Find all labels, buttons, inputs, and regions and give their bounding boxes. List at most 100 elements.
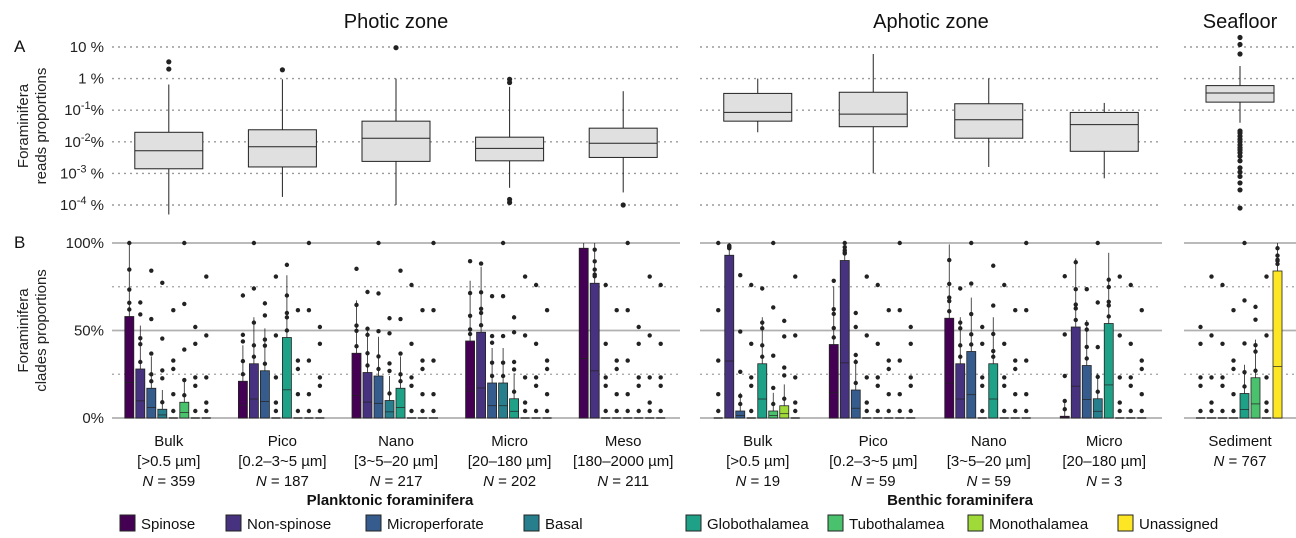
box-b-3-non-spinose xyxy=(476,331,487,419)
box-b-9-globothalamea xyxy=(1239,393,1250,419)
outlier-b-1-tubothalamea-0 xyxy=(295,408,301,414)
outlier-b-5-monothalamea-2 xyxy=(782,318,787,324)
legend: Planktonic foraminifera Benthic foraminif… xyxy=(119,492,1218,533)
outlier-b-1-non-spinose-4 xyxy=(251,240,257,246)
outlier-a-seafloor-sediment-18 xyxy=(1237,187,1243,193)
outlier-b-9-basal-1 xyxy=(1231,366,1236,372)
outlier-b-7-globothalamea-4 xyxy=(991,263,996,268)
outlier-b-5-monothalamea-3 xyxy=(782,373,787,378)
outlier-b-8-unassigned-2 xyxy=(1139,392,1144,397)
outlier-b-9-tubothalamea-0 xyxy=(1253,368,1258,373)
outlier-b-9-non-spinose-2 xyxy=(1209,375,1214,380)
legend-label-non-spinose: Non-spinose xyxy=(247,516,331,533)
outlier-b-9-basal-4 xyxy=(1231,308,1236,313)
outlier-b-1-tubothalamea-1 xyxy=(295,366,301,372)
outlier-b-6-globothalamea-0 xyxy=(875,408,880,414)
outlier-b-9-tubothalamea-3 xyxy=(1253,349,1258,354)
outlier-b-2-unassigned-1 xyxy=(431,392,436,397)
outlier-b-3-unassigned-0 xyxy=(544,408,550,414)
outlier-b-0-monothalamea-1 xyxy=(193,375,198,380)
zone-title-photic-zone: Photic zone xyxy=(344,11,449,33)
outlier-b-0-spinose-2 xyxy=(127,287,132,292)
box-b-4-spinose xyxy=(578,247,589,419)
outlier-b-8-spinose-3 xyxy=(1062,332,1067,337)
zone-titles: Photic zone Aphotic zone Seafloor xyxy=(344,11,1278,33)
outlier-b-3-monothalamea-2 xyxy=(533,341,539,346)
outlier-b-7-unassigned-2 xyxy=(1024,358,1029,363)
category-labels: Bulk [>0.5 µm] N = 359 Pico [0.2–3~5 µm] N = … xyxy=(137,433,1272,490)
outlier-b-9-tubothalamea-4 xyxy=(1253,317,1258,322)
box-b-0-basal xyxy=(157,408,168,419)
outlier-b-3-tubothalamea-0 xyxy=(522,408,528,414)
outlier-b-9-basal-3 xyxy=(1231,358,1236,363)
category-5-name: Bulk xyxy=(743,433,773,450)
outlier-b-1-microperforate-2 xyxy=(262,301,268,306)
box-a-photic-zone-nano xyxy=(361,120,431,162)
outlier-b-4-tubothalamea-0 xyxy=(636,408,641,414)
outlier-b-7-tubothalamea-1 xyxy=(1002,383,1007,388)
category-1-range: [0.2–3~5 µm] xyxy=(238,453,326,470)
outlier-b-1-spinose-3 xyxy=(240,332,246,338)
outlier-b-3-unassigned-3 xyxy=(544,358,550,363)
outlier-b-4-monothalamea-1 xyxy=(647,400,652,405)
box-b-2-spinose xyxy=(351,352,362,419)
outlier-b-9-spinose-4 xyxy=(1198,341,1203,346)
outlier-b-7-spinose-0 xyxy=(947,309,952,314)
outlier-b-6-globothalamea-4 xyxy=(875,375,880,380)
outlier-b-1-unassigned-3 xyxy=(317,383,323,388)
outlier-b-1-monothalamea-1 xyxy=(306,392,312,397)
outlier-b-2-monothalamea-2 xyxy=(420,392,425,397)
outlier-b-3-non-spinose-2 xyxy=(478,290,484,295)
outlier-b-4-globothalamea-3 xyxy=(625,308,630,313)
outlier-b-5-microperforate-1 xyxy=(738,393,743,399)
outlier-b-6-spinose-0 xyxy=(831,335,836,340)
outlier-b-5-microperforate-3 xyxy=(738,329,743,334)
outlier-b-0-globothalamea-3 xyxy=(171,358,176,363)
outlier-b-8-spinose-1 xyxy=(1062,398,1067,404)
outlier-b-2-microperforate-1 xyxy=(376,354,381,359)
category-4-n: N = 211 xyxy=(597,473,649,490)
outlier-b-3-non-spinose-1 xyxy=(478,310,484,316)
outlier-b-1-spinose-4 xyxy=(240,293,246,298)
outlier-b-7-microperforate-4 xyxy=(969,240,974,246)
outlier-b-8-globothalamea-3 xyxy=(1106,303,1111,308)
category-2-n: N = 217 xyxy=(370,473,423,490)
outlier-b-5-non-spinose-4 xyxy=(727,243,732,249)
outlier-b-6-spinose-1 xyxy=(831,311,836,317)
outlier-b-0-microperforate-0 xyxy=(149,379,154,384)
outlier-b-8-spinose-2 xyxy=(1062,373,1067,379)
outlier-b-9-globothalamea-3 xyxy=(1242,298,1247,303)
outlier-b-2-spinose-1 xyxy=(354,328,359,333)
outlier-b-6-tubothalamea-1 xyxy=(886,366,891,372)
outlier-a-seafloor-sediment-17 xyxy=(1237,180,1243,186)
outlier-b-3-spinose-3 xyxy=(467,290,473,296)
box-b-0-non-spinose xyxy=(135,368,146,419)
box-b-8-globothalamea xyxy=(1103,323,1114,419)
outlier-b-6-unassigned-2 xyxy=(908,324,913,330)
outlier-b-7-unassigned-4 xyxy=(1024,240,1029,246)
outlier-b-4-globothalamea-0 xyxy=(625,408,630,414)
legend-label-unassigned: Unassigned xyxy=(1139,516,1218,533)
category-8-n: N = 3 xyxy=(1086,473,1122,490)
box-b-7-globothalamea xyxy=(988,363,999,419)
outlier-b-1-non-spinose-3 xyxy=(251,286,257,291)
outlier-b-9-globothalamea-4 xyxy=(1242,240,1247,246)
outlier-b-9-unassigned-0 xyxy=(1275,261,1280,267)
outlier-b-8-basal-2 xyxy=(1095,344,1100,350)
category-9-name: Sediment xyxy=(1208,433,1272,450)
outlier-b-7-non-spinose-1 xyxy=(958,326,963,331)
outlier-b-7-microperforate-2 xyxy=(969,311,974,317)
outlier-b-1-globothalamea-1 xyxy=(284,315,290,320)
outlier-b-5-globothalamea-0 xyxy=(760,354,765,359)
outlier-b-4-monothalamea-2 xyxy=(647,375,652,380)
box-b-2-basal xyxy=(384,400,395,419)
legend-label-globothalamea: Globothalamea xyxy=(707,516,809,533)
outlier-b-7-microperforate-3 xyxy=(969,281,974,286)
outlier-b-5-microperforate-2 xyxy=(738,369,743,374)
outlier-b-2-unassigned-0 xyxy=(431,408,436,414)
outlier-b-7-basal-4 xyxy=(980,341,985,346)
outlier-b-6-spinose-3 xyxy=(831,306,836,312)
outlier-b-4-unassigned-1 xyxy=(658,383,663,388)
category-6-n: N = 59 xyxy=(851,473,896,490)
